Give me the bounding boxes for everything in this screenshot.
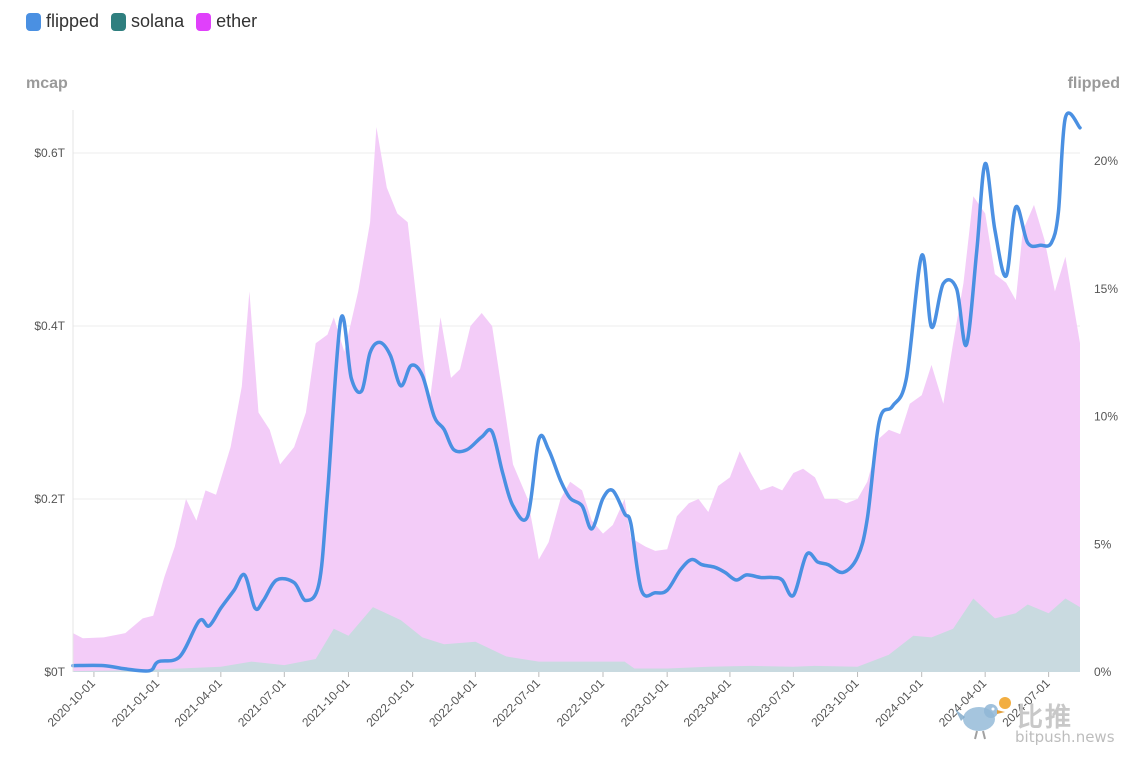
x-axis-tick-label: 2023-10-01 (808, 676, 862, 730)
x-axis-tick-label: 2023-01-01 (618, 676, 672, 730)
x-axis-tick-label: 2022-01-01 (363, 676, 417, 730)
legend-swatch-flipped (26, 12, 41, 31)
legend-label-ether: ether (216, 11, 258, 31)
left-axis-tick-label: $0.4T (34, 319, 65, 333)
legend-item-ether[interactable]: ether (196, 11, 257, 32)
watermark: 比推 bitpush.news (955, 695, 1125, 755)
series-area-solana (73, 598, 1080, 672)
right-axis-tick-label: 15% (1094, 282, 1118, 296)
legend-item-flipped[interactable]: flipped (26, 11, 99, 32)
x-axis-tick-label: 2021-10-01 (299, 676, 353, 730)
line-series (71, 111, 1082, 673)
watermark-brand-en: bitpush.news (1015, 728, 1115, 746)
area-series (73, 127, 1080, 672)
x-axis-tick-label: 2022-04-01 (426, 676, 480, 730)
left-axis-tick-label: $0.2T (34, 492, 65, 506)
left-axis-title: mcap (26, 75, 68, 92)
right-axis-tick-label: 20% (1094, 154, 1118, 168)
x-axis-tick-label: 2022-07-01 (490, 676, 544, 730)
right-axis-tick-label: 5% (1094, 537, 1112, 551)
x-axis-tick-label: 2021-04-01 (172, 676, 226, 730)
chart-legend: flipped solana ether (26, 11, 257, 32)
x-axis-tick-label: 2023-04-01 (681, 676, 735, 730)
legend-label-solana: solana (131, 11, 185, 31)
x-axis-tick-label: 2021-07-01 (235, 676, 289, 730)
x-axis-tick-label: 2021-01-01 (109, 676, 163, 730)
legend-label-flipped: flipped (46, 11, 100, 31)
legend-swatch-ether (196, 12, 212, 31)
right-axis-tick-label: 10% (1094, 410, 1118, 424)
x-axis-tick-label: 2023-07-01 (744, 676, 798, 730)
series-area-ether (73, 127, 1080, 672)
x-axis-tick-label: 2020-10-01 (45, 676, 99, 730)
x-axis-tick-label: 2022-10-01 (554, 676, 608, 730)
bird-logo-icon (955, 697, 1011, 740)
x-axis-tick-label: 2024-01-01 (873, 676, 927, 730)
left-axis-tick-label: $0.6T (34, 146, 65, 160)
legend-item-solana[interactable]: solana (111, 11, 184, 32)
watermark-brand-cn: 比推 (1017, 703, 1074, 733)
series-line-flipped (71, 111, 1082, 673)
right-axis-tick-label: 0% (1094, 665, 1112, 679)
right-axis-title: flipped (1067, 75, 1120, 92)
left-axis-tick-label: $0T (44, 665, 65, 679)
legend-swatch-solana (111, 12, 127, 31)
